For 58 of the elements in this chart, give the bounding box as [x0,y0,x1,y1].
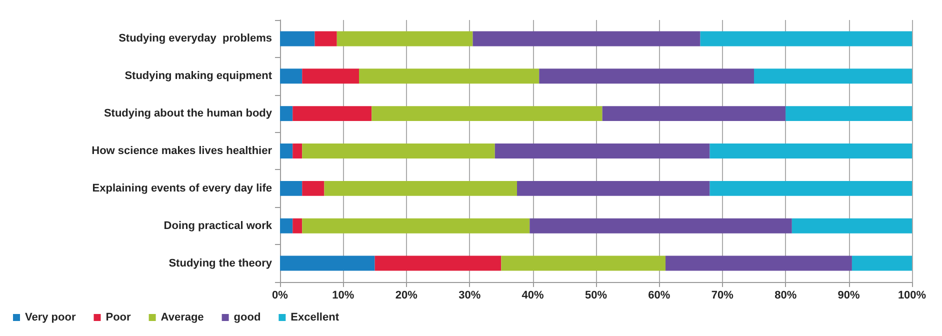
bar [710,180,912,196]
x-tick-label: 10% [332,290,354,302]
y-tick-label: Doing practical work [164,220,273,232]
bar [501,256,666,271]
x-tick-label: 70% [711,290,734,302]
bar [666,256,852,271]
legend-label: Very poor [25,312,76,324]
x-tick-label: 50% [584,290,608,302]
bar [302,218,530,234]
x-tick-label: 90% [838,290,860,302]
y-tick-label: Explaining events of every day life [92,182,272,194]
bar [472,31,700,46]
bar [292,144,302,158]
bar [302,68,359,84]
bar [792,218,912,234]
x-tick-label: 40% [522,290,544,302]
bar [700,31,912,46]
y-tick-label: How science makes lives healthier [92,145,273,157]
bar [280,144,293,158]
y-tick-label: Studying the theory [168,257,273,270]
bar [314,31,337,46]
bar [280,31,315,46]
bar [602,106,786,122]
bar [292,106,372,122]
y-tick-label: Studying about the human body [104,108,273,120]
bar [324,180,517,196]
bar [539,68,754,84]
bar [280,106,293,122]
bar [372,106,602,122]
x-tick-label: 0% [272,290,288,302]
bar [786,106,912,122]
legend-label: Poor [106,312,132,324]
bar [517,180,710,196]
bar [530,218,792,234]
bar [280,180,302,196]
bar [280,68,302,84]
bar [359,68,540,84]
bar [374,256,502,271]
bar [302,144,495,158]
y-tick-label: Studying making equipment [124,70,272,82]
x-tick-label: 100% [898,290,926,302]
x-tick-label: 30% [458,290,481,302]
bar [302,180,324,196]
bar [280,256,375,271]
x-tick-label: 60% [648,290,670,302]
bar [710,144,912,158]
bar [754,68,912,84]
bar [292,218,302,234]
bar [494,144,710,158]
x-tick-label: 20% [395,290,418,302]
legend-label: Average [160,312,204,324]
x-tick-label: 80% [774,290,797,302]
bar [852,256,912,271]
legend-label: good [234,312,261,324]
bar [280,218,293,234]
legend-label: Excellent [290,312,340,324]
bar [336,31,473,46]
y-tick-label: Studying everyday problems [118,32,272,45]
